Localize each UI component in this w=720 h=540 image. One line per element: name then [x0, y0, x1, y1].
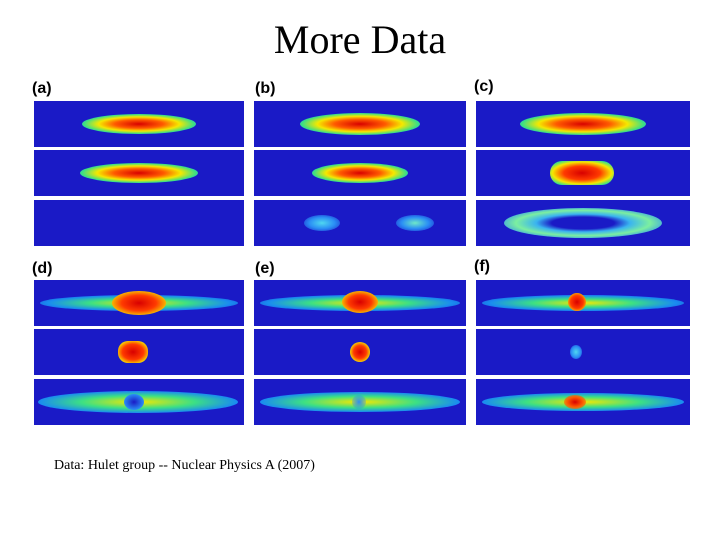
figure-caption: Data: Hulet group -- Nuclear Physics A (…: [54, 458, 315, 473]
blob: [124, 394, 144, 410]
image-f-bottom: [476, 379, 690, 425]
blob: [80, 163, 198, 183]
image-c-middle: [476, 150, 690, 196]
blob: [396, 215, 434, 231]
image-e-bottom: [254, 379, 466, 425]
blob: [82, 114, 196, 134]
image-c-top: [476, 101, 690, 147]
image-f-top: [476, 280, 690, 326]
image-e-top: [254, 280, 466, 326]
image-a-middle: [34, 150, 244, 196]
panel-label-a: (a): [32, 80, 52, 97]
image-d-middle: [34, 329, 244, 375]
image-b-bottom: [254, 200, 466, 246]
image-b-top: [254, 101, 466, 147]
blob: [350, 342, 370, 362]
image-e-middle: [254, 329, 466, 375]
blob: [300, 113, 420, 135]
panel-label-b: (b): [255, 80, 276, 97]
blob: [304, 215, 340, 231]
image-f-middle: [476, 329, 690, 375]
blob: [504, 208, 662, 238]
blob: [550, 161, 614, 185]
blob: [118, 341, 148, 363]
image-a-top: [34, 101, 244, 147]
image-d-top: [34, 280, 244, 326]
blob: [520, 113, 646, 135]
blob: [568, 293, 586, 311]
blob: [564, 395, 586, 409]
blob: [570, 345, 582, 359]
panel-label-f: (f): [474, 258, 490, 275]
blob: [342, 291, 378, 313]
panel-label-c: (c): [474, 78, 494, 95]
image-b-middle: [254, 150, 466, 196]
panel-label-d: (d): [32, 260, 53, 277]
blob: [112, 291, 166, 315]
image-d-bottom: [34, 379, 244, 425]
blob: [352, 395, 366, 409]
blob: [312, 163, 408, 183]
slide-title: More Data: [273, 17, 447, 62]
panel-label-e: (e): [255, 260, 275, 277]
image-c-bottom: [476, 200, 690, 246]
image-a-bottom: [34, 200, 244, 246]
